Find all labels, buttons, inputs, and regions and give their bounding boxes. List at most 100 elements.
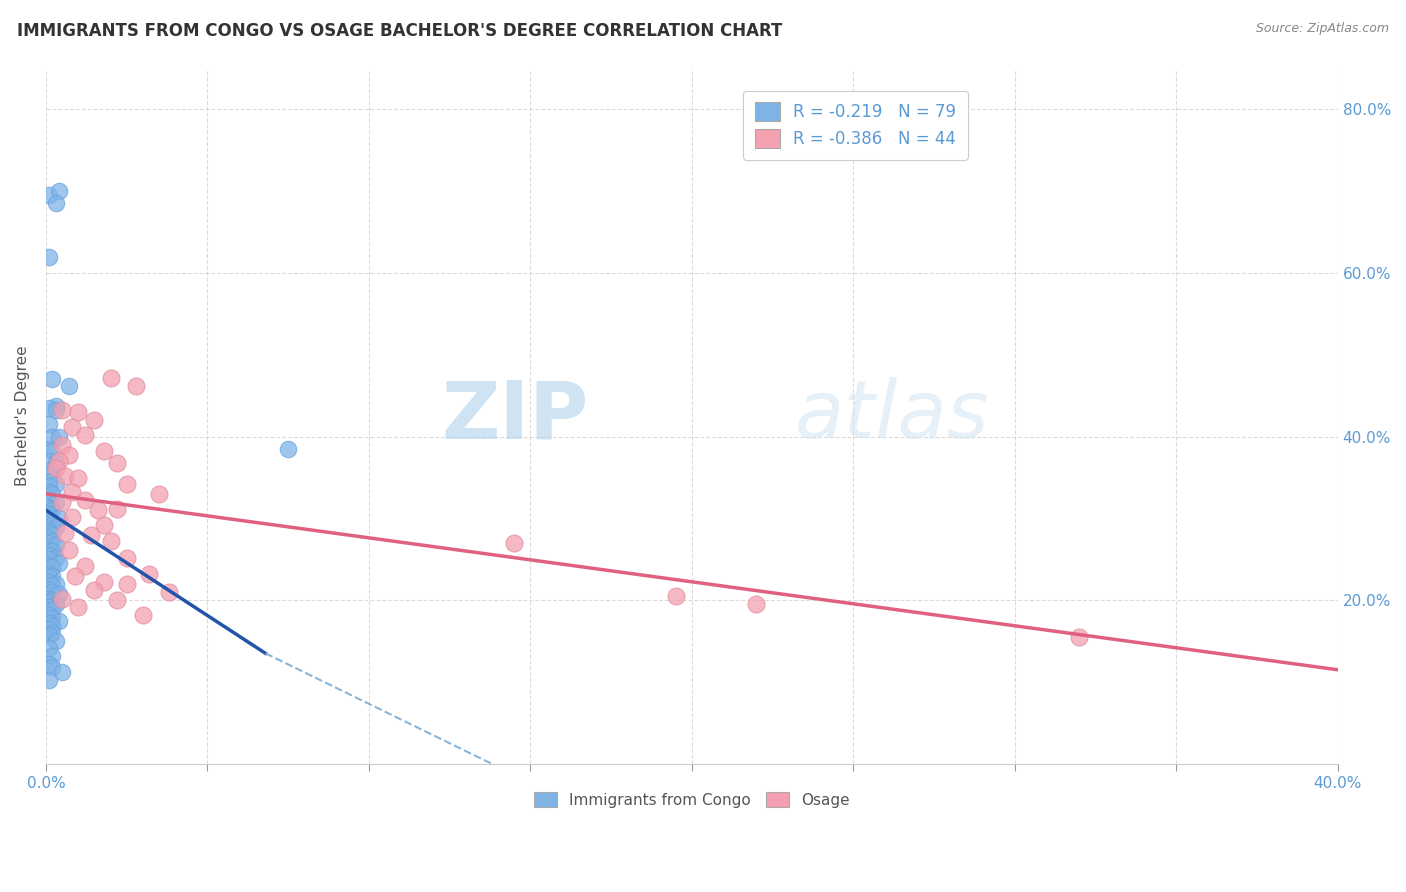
- Point: [58, 379, 80, 393]
- Point: [73, 493, 96, 508]
- Point: [38, 627, 60, 641]
- Point: [48, 184, 70, 198]
- Point: [38, 607, 60, 622]
- Point: [45, 456, 67, 470]
- Text: ZIP: ZIP: [441, 377, 589, 455]
- Point: [138, 567, 160, 582]
- Point: [38, 526, 60, 541]
- Point: [45, 460, 67, 475]
- Point: [58, 448, 80, 462]
- Point: [51, 665, 73, 680]
- Point: [53, 526, 76, 541]
- Point: [38, 558, 60, 573]
- Point: [93, 575, 115, 590]
- Point: [41, 444, 63, 458]
- Point: [41, 578, 63, 592]
- Point: [51, 591, 73, 606]
- Point: [38, 442, 60, 456]
- Point: [125, 379, 148, 393]
- Point: [41, 611, 63, 625]
- Point: [41, 544, 63, 558]
- Point: [38, 508, 60, 522]
- Point: [38, 552, 60, 566]
- Point: [38, 575, 60, 590]
- Point: [115, 550, 138, 565]
- Point: [93, 518, 115, 533]
- Point: [38, 583, 60, 598]
- Text: atlas: atlas: [796, 377, 990, 455]
- Point: [63, 568, 86, 582]
- Point: [48, 587, 70, 601]
- Point: [60, 485, 83, 500]
- Point: [45, 538, 67, 552]
- Point: [41, 503, 63, 517]
- Point: [41, 528, 63, 542]
- Point: [45, 477, 67, 491]
- Point: [157, 585, 180, 599]
- Point: [38, 616, 60, 631]
- Point: [45, 495, 67, 509]
- Point: [115, 577, 138, 591]
- Point: [38, 595, 60, 609]
- Point: [665, 589, 688, 603]
- Point: [38, 479, 60, 493]
- Point: [83, 413, 105, 427]
- Point: [38, 524, 60, 538]
- Point: [73, 558, 96, 573]
- Point: [38, 673, 60, 688]
- Point: [83, 583, 105, 598]
- Legend: Immigrants from Congo, Osage: Immigrants from Congo, Osage: [526, 784, 858, 815]
- Point: [51, 495, 73, 509]
- Point: [105, 593, 128, 607]
- Point: [100, 370, 122, 384]
- Point: [41, 603, 63, 617]
- Point: [41, 619, 63, 633]
- Point: [38, 500, 60, 515]
- Point: [41, 518, 63, 533]
- Point: [38, 475, 60, 489]
- Point: [41, 585, 63, 599]
- Point: [45, 577, 67, 591]
- Point: [45, 196, 67, 211]
- Point: [41, 534, 63, 549]
- Point: [41, 560, 63, 574]
- Point: [38, 536, 60, 550]
- Point: [48, 511, 70, 525]
- Point: [41, 660, 63, 674]
- Point: [73, 428, 96, 442]
- Point: [45, 399, 67, 413]
- Point: [41, 648, 63, 663]
- Point: [38, 622, 60, 636]
- Point: [105, 501, 128, 516]
- Point: [38, 250, 60, 264]
- Point: [53, 469, 76, 483]
- Point: [38, 485, 60, 500]
- Point: [1069, 630, 1091, 644]
- Point: [105, 456, 128, 470]
- Point: [41, 568, 63, 582]
- Point: [51, 403, 73, 417]
- Point: [51, 438, 73, 452]
- Point: [38, 454, 60, 468]
- Point: [48, 557, 70, 571]
- Point: [41, 429, 63, 443]
- Point: [132, 607, 155, 622]
- Point: [115, 477, 138, 491]
- Point: [100, 534, 122, 549]
- Point: [93, 444, 115, 458]
- Text: Source: ZipAtlas.com: Source: ZipAtlas.com: [1256, 22, 1389, 36]
- Point: [277, 442, 299, 456]
- Point: [45, 634, 67, 648]
- Point: [45, 519, 67, 533]
- Point: [58, 542, 80, 557]
- Point: [41, 626, 63, 640]
- Y-axis label: Bachelor's Degree: Bachelor's Degree: [15, 346, 30, 486]
- Point: [38, 548, 60, 562]
- Point: [60, 509, 83, 524]
- Point: [148, 487, 170, 501]
- Point: [41, 487, 63, 501]
- Point: [41, 593, 63, 607]
- Point: [38, 493, 60, 508]
- Point: [38, 464, 60, 478]
- Point: [38, 188, 60, 202]
